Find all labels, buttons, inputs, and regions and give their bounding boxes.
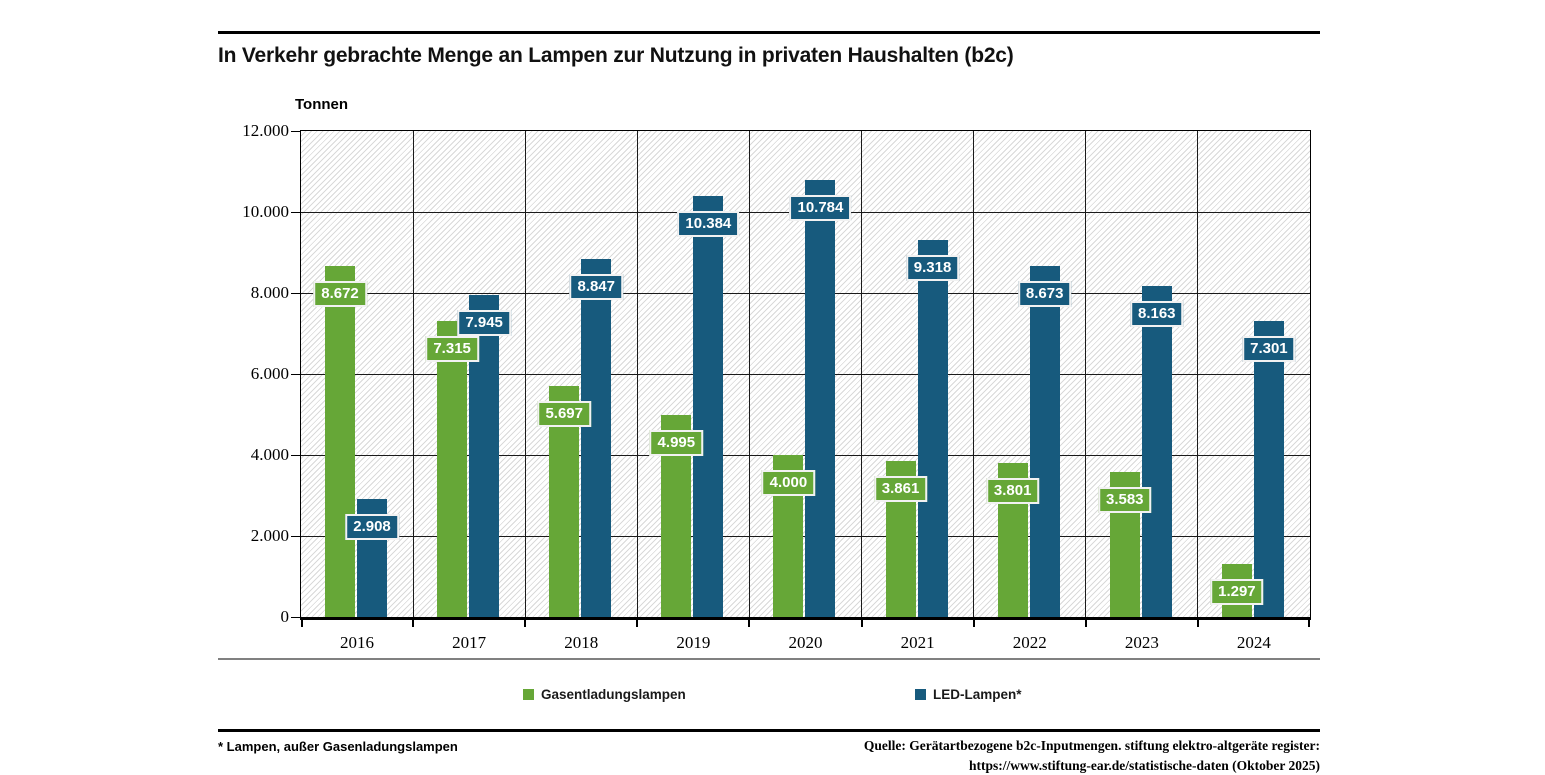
vertical-gridline — [636, 131, 638, 617]
source-line-1: Quelle: Gerätartbezogene b2c-Inputmengen… — [863, 738, 1320, 753]
bar-value-label-2023: 3.583 — [1097, 486, 1152, 513]
x-axis-label: 2019 — [676, 633, 711, 652]
x-axis-tick — [412, 620, 415, 627]
bar-value-label-2020: 4.000 — [761, 470, 816, 496]
vertical-gridline — [748, 131, 750, 617]
y-axis-tick — [291, 211, 300, 213]
x-axis-tick — [860, 620, 863, 627]
bar-value-label-2016: 8.672 — [313, 280, 367, 307]
x-axis-label: 2016 — [340, 633, 375, 652]
y-axis-tick-label: 2.000 — [250, 526, 289, 545]
x-axis-label: 2018 — [564, 633, 599, 652]
vertical-gridline — [412, 131, 414, 617]
bar-gasentladungslampen-2016 — [325, 265, 355, 617]
legend-item-led-lampen: LED-Lampen* — [915, 687, 1022, 702]
x-axis-label: 2023 — [1124, 633, 1159, 652]
bar-value-label-2024: 7.301 — [1242, 336, 1296, 363]
bar-value-label-2019: 4.995 — [649, 429, 704, 456]
bar-value-label-2021: 3.861 — [873, 475, 928, 502]
y-axis-tick — [291, 130, 300, 132]
x-axis-tick — [748, 620, 751, 627]
bottom-divider-rule — [218, 729, 1320, 732]
bar-value-label-2016: 2.908 — [345, 514, 399, 541]
x-axis-tick — [301, 620, 303, 627]
vertical-gridline — [861, 131, 863, 617]
bar-ledlampen-2023 — [1141, 286, 1172, 617]
legend-swatch-gasentladungslampen-icon — [523, 689, 534, 700]
footnote: * Lampen, außer Gasenladungslampen — [218, 739, 458, 754]
vertical-gridline — [1085, 131, 1087, 617]
y-axis-tick — [291, 292, 300, 294]
page-title: In Verkehr gebrachte Menge an Lampen zur… — [218, 44, 1014, 67]
top-divider-rule — [218, 31, 1320, 34]
y-axis-tick — [291, 616, 300, 618]
x-axis-tick — [636, 620, 639, 627]
vertical-gridline — [973, 131, 975, 617]
bar-value-label-2017: 7.315 — [425, 335, 479, 362]
x-axis-label: 2022 — [1012, 633, 1047, 652]
y-axis-unit-label: Tonnen — [295, 96, 349, 113]
x-axis-label: 2024 — [1236, 633, 1271, 652]
x-axis-tick — [1084, 620, 1087, 627]
x-axis-label: 2017 — [452, 633, 487, 652]
bar-ledlampen-2018 — [581, 258, 612, 617]
bar-value-label-2022: 8.673 — [1017, 280, 1072, 307]
y-axis-tick — [291, 373, 300, 375]
bar-ledlampen-2019 — [693, 196, 724, 617]
y-axis-tick-label: 0 — [280, 607, 290, 626]
x-axis-label: 2021 — [900, 633, 935, 652]
y-axis-tick-label: 12.000 — [242, 121, 289, 140]
x-axis-tick — [1308, 620, 1310, 627]
source-citation: Quelle: Gerätartbezogene b2c-Inputmengen… — [218, 736, 1320, 775]
x-axis-tick — [972, 620, 975, 627]
y-axis-tick-label: 4.000 — [250, 445, 289, 464]
bar-value-label-2021: 9.318 — [905, 254, 960, 281]
bar-ledlampen-2020 — [805, 180, 836, 617]
bar-ledlampen-2022 — [1029, 265, 1060, 617]
bar-value-label-2018: 5.697 — [537, 401, 591, 428]
legend-swatch-led-lampen-icon — [915, 689, 926, 700]
y-axis-tick-label: 8.000 — [250, 283, 289, 302]
bar-ledlampen-2024 — [1253, 321, 1284, 617]
legend-label-gasentladungslampen: Gasentladungslampen — [541, 687, 686, 702]
bar-value-label-2019: 10.384 — [677, 211, 740, 238]
vertical-gridline — [524, 131, 526, 617]
x-axis-tick — [524, 620, 527, 627]
x-axis-label: 2020 — [788, 633, 823, 652]
x-axis-tick — [1196, 620, 1199, 627]
source-line-2: https://www.stiftung-ear.de/statistische… — [969, 757, 1320, 773]
y-axis-tick-label: 6.000 — [250, 364, 289, 383]
bar-gasentladungslampen-2017 — [437, 320, 468, 617]
y-axis-tick — [291, 454, 300, 456]
bar-value-label-2017: 7.945 — [457, 310, 511, 337]
vertical-gridline — [1197, 131, 1199, 617]
bar-ledlampen-2021 — [917, 239, 948, 617]
bar-value-label-2018: 8.847 — [569, 273, 623, 300]
plot-area: 0 2.000 4.000 6.000 8.000 10.000 12.000 2016 201… — [242, 121, 1311, 652]
legend-item-gasentladungslampen: Gasentladungslampen — [523, 687, 686, 702]
y-axis-tick-label: 10.000 — [242, 202, 289, 221]
bar-value-label-2023: 8.163 — [1129, 301, 1184, 328]
chart-footer-divider — [218, 658, 1320, 660]
bar-value-label-2020: 10.784 — [789, 195, 852, 222]
y-axis-tick — [291, 535, 300, 537]
legend-label-led-lampen: LED-Lampen* — [933, 687, 1022, 702]
bar-value-label-2024: 1.297 — [1210, 579, 1264, 606]
bar-value-label-2022: 3.801 — [985, 478, 1040, 505]
